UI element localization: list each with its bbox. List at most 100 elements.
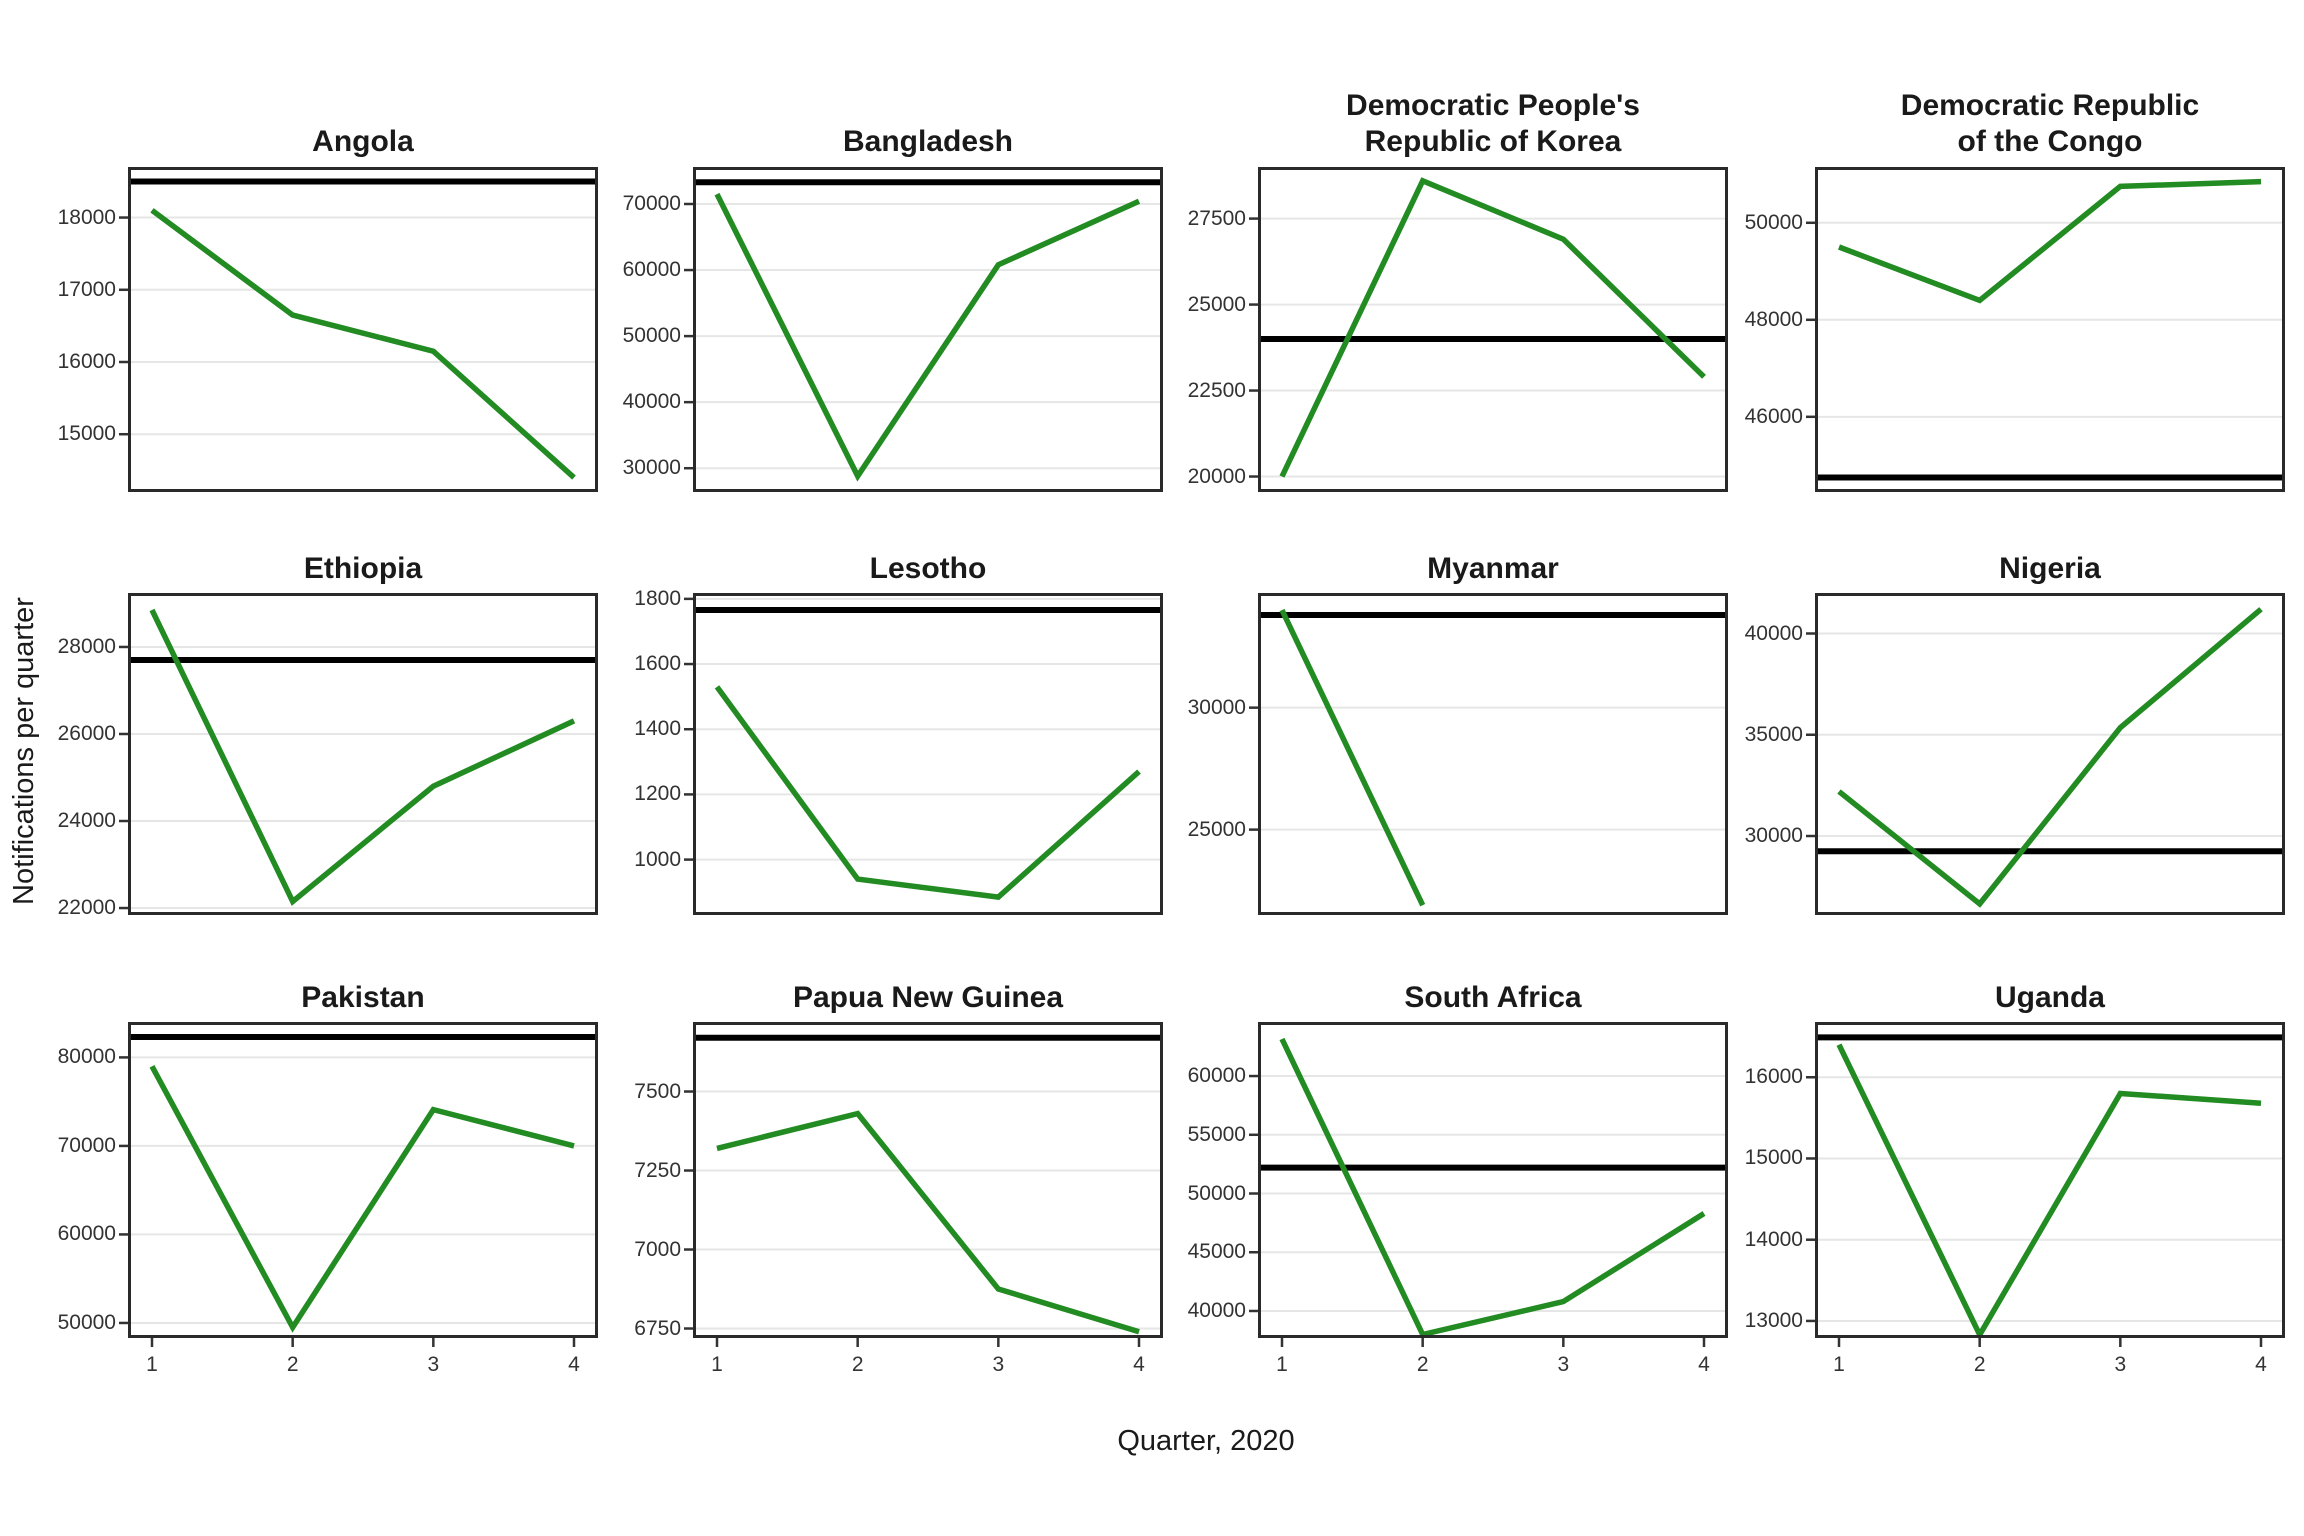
y-tick-label: 55000 xyxy=(1187,1122,1246,1146)
x-tick-label: 1 xyxy=(1276,1353,1288,1376)
panel-border xyxy=(128,593,598,915)
data-line xyxy=(1838,178,2262,304)
x-tick-label: 1 xyxy=(1833,1353,1845,1376)
data-line xyxy=(149,1064,575,1333)
y-tick-label: 7000 xyxy=(634,1237,681,1261)
data-line xyxy=(1279,608,1426,907)
y-tick-label: 46000 xyxy=(1744,404,1803,428)
y-tick-label: 60000 xyxy=(622,258,681,282)
panel-border xyxy=(128,167,598,492)
line-chart-papua-new-guinea xyxy=(684,1022,1163,1347)
y-tick-label: 50000 xyxy=(1187,1181,1246,1205)
panel-border xyxy=(1258,593,1728,915)
line-chart-democratic-republic-of-the-congo xyxy=(1806,167,2285,492)
data-line xyxy=(149,608,576,906)
y-tick-label: 40000 xyxy=(622,390,681,414)
facet-title-angola: Angola xyxy=(312,125,414,158)
y-tick-label: 7500 xyxy=(634,1079,681,1103)
y-tick-label: 15000 xyxy=(1744,1146,1803,1170)
y-tick-label: 16000 xyxy=(57,350,116,373)
x-tick-label: 2 xyxy=(1973,1353,1986,1376)
line-chart-angola xyxy=(119,167,598,492)
x-tick-label: 2 xyxy=(851,1353,864,1376)
y-tick-label: 60000 xyxy=(57,1222,116,1246)
y-tick-label: 25000 xyxy=(1187,292,1246,316)
facet-title-democratic-people-s-republic-of-korea: Democratic People's Republic of Korea xyxy=(1346,89,1640,158)
data-line xyxy=(1279,1037,1706,1338)
y-tick-label: 35000 xyxy=(1744,722,1803,746)
x-tick-label: 4 xyxy=(1133,1353,1145,1376)
facet-title-nigeria: Nigeria xyxy=(1999,552,2101,585)
y-tick-label: 24000 xyxy=(57,809,116,832)
facet-title-myanmar: Myanmar xyxy=(1427,552,1559,585)
panel-border xyxy=(1815,593,2285,915)
panel-border xyxy=(1815,167,2285,492)
data-line xyxy=(1279,177,1706,478)
x-tick-label: 1 xyxy=(146,1353,158,1376)
y-tick-label: 70000 xyxy=(57,1133,116,1157)
y-tick-label: 20000 xyxy=(1187,464,1246,488)
y-tick-label: 40000 xyxy=(1187,1298,1246,1322)
x-tick-label: 3 xyxy=(1557,1353,1570,1376)
x-tick-label: 4 xyxy=(2255,1353,2267,1376)
y-tick-label: 50000 xyxy=(622,324,681,348)
y-tick-label: 25000 xyxy=(1187,817,1246,841)
panel-border xyxy=(1258,1022,1728,1338)
y-tick-label: 48000 xyxy=(1744,307,1803,331)
line-chart-bangladesh xyxy=(684,167,1163,492)
y-tick-label: 1600 xyxy=(634,652,681,676)
facet-title-uganda: Uganda xyxy=(1994,981,2105,1014)
y-tick-label: 40000 xyxy=(1744,621,1803,645)
x-tick-label: 2 xyxy=(286,1353,299,1376)
y-tick-label: 22000 xyxy=(57,896,116,920)
y-tick-label: 1800 xyxy=(634,586,681,610)
line-chart-lesotho xyxy=(684,593,1163,915)
y-tick-label: 80000 xyxy=(57,1045,116,1069)
x-tick-label: 4 xyxy=(1698,1353,1710,1376)
y-tick-label: 30000 xyxy=(1744,824,1803,848)
y-tick-label: 1400 xyxy=(634,717,681,741)
y-tick-label: 1000 xyxy=(634,847,681,871)
y-tick-label: 26000 xyxy=(57,721,116,745)
line-chart-ethiopia xyxy=(119,593,598,915)
data-line xyxy=(1836,1043,2262,1341)
facet-title-papua-new-guinea: Papua New Guinea xyxy=(792,981,1064,1014)
y-tick-label: 13000 xyxy=(1744,1308,1803,1332)
y-tick-label: 14000 xyxy=(1744,1227,1803,1251)
data-line xyxy=(714,685,1141,900)
facet-title-bangladesh: Bangladesh xyxy=(842,125,1014,158)
panel-border xyxy=(693,167,1163,492)
y-tick-label: 6750 xyxy=(634,1316,681,1340)
x-axis-title: Quarter, 2020 xyxy=(1117,1425,1295,1457)
x-tick-label: 2 xyxy=(1416,1353,1429,1376)
line-chart-south-africa xyxy=(1249,1022,1728,1347)
y-tick-label: 16000 xyxy=(1744,1065,1803,1089)
facet-title-pakistan: Pakistan xyxy=(301,981,425,1014)
y-tick-label: 17000 xyxy=(57,277,116,301)
panel-border xyxy=(1258,167,1728,492)
data-line xyxy=(150,208,576,480)
data-line xyxy=(1837,607,2263,908)
line-chart-nigeria xyxy=(1806,593,2285,915)
panel-border xyxy=(128,1022,598,1338)
line-chart-uganda xyxy=(1806,1022,2285,1347)
y-tick-label: 60000 xyxy=(1187,1064,1246,1088)
line-chart-democratic-people-s-republic-of-korea xyxy=(1249,167,1728,492)
panel-border xyxy=(693,593,1163,915)
x-tick-label: 3 xyxy=(992,1353,1005,1376)
y-tick-label: 70000 xyxy=(622,191,681,215)
y-tick-label: 27500 xyxy=(1187,206,1246,230)
x-tick-label: 3 xyxy=(427,1353,440,1376)
y-tick-label: 1200 xyxy=(634,782,681,806)
y-tick-label: 15000 xyxy=(57,422,116,446)
x-tick-label: 3 xyxy=(2114,1353,2127,1376)
line-chart-myanmar xyxy=(1249,593,1728,915)
y-tick-label: 28000 xyxy=(57,634,116,658)
facet-title-lesotho: Lesotho xyxy=(869,552,987,585)
panel-border xyxy=(693,1022,1163,1338)
data-line xyxy=(716,1110,1140,1335)
y-tick-label: 30000 xyxy=(622,456,681,480)
y-tick-label: 50000 xyxy=(1744,210,1803,234)
y-tick-label: 45000 xyxy=(1187,1240,1246,1264)
